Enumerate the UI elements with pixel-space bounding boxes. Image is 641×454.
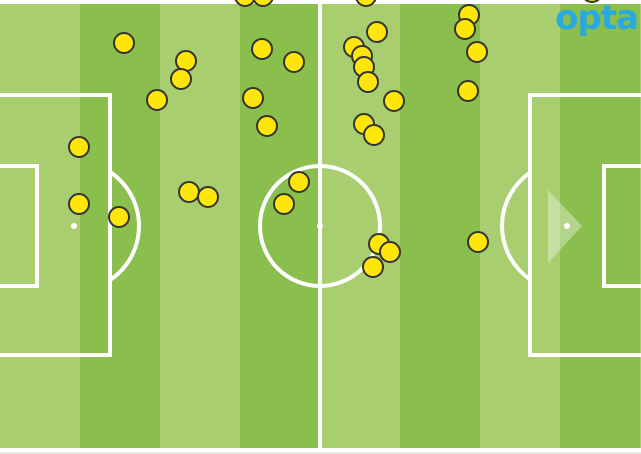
touch-dot[interactable] <box>355 0 377 7</box>
touch-dot[interactable] <box>357 71 379 93</box>
touch-dot[interactable] <box>175 50 197 72</box>
left-penalty-box <box>0 93 112 357</box>
touch-dot[interactable] <box>288 171 310 193</box>
touch-dot[interactable] <box>582 0 602 3</box>
touch-dot[interactable] <box>457 80 479 102</box>
touch-dot[interactable] <box>362 256 384 278</box>
touch-dot[interactable] <box>283 51 305 73</box>
touch-dot[interactable] <box>242 87 264 109</box>
touch-dot[interactable] <box>170 68 192 90</box>
touch-dot[interactable] <box>68 136 90 158</box>
touch-dot[interactable] <box>379 241 401 263</box>
touch-dot[interactable] <box>467 231 489 253</box>
touch-dot[interactable] <box>178 181 200 203</box>
touch-dot[interactable] <box>68 193 90 215</box>
centre-spot <box>317 223 323 229</box>
left-penalty-arc <box>108 170 141 282</box>
touch-dot[interactable] <box>146 89 168 111</box>
touch-dot[interactable] <box>366 21 388 43</box>
touch-dot[interactable] <box>273 193 295 215</box>
right-penalty-box <box>528 93 641 357</box>
touch-dot[interactable] <box>234 0 256 7</box>
left-goal-box <box>0 164 39 288</box>
touch-dot[interactable] <box>108 206 130 228</box>
touch-dot[interactable] <box>251 38 273 60</box>
touch-dot[interactable] <box>466 41 488 63</box>
touch-dot[interactable] <box>197 186 219 208</box>
event-markers-layer <box>68 0 602 278</box>
right-goal-box <box>602 164 641 288</box>
right-penalty-spot <box>564 223 570 229</box>
right-penalty-arc <box>500 170 532 282</box>
touch-dot[interactable] <box>256 115 278 137</box>
centre-circle <box>258 164 382 288</box>
touch-dot[interactable] <box>454 18 476 40</box>
bottom-margin <box>0 452 641 454</box>
touch-dot[interactable] <box>113 32 135 54</box>
touch-dot[interactable] <box>383 90 405 112</box>
touch-dot[interactable] <box>363 124 385 146</box>
touch-dot[interactable] <box>252 0 274 7</box>
left-penalty-spot <box>71 223 77 229</box>
opta-logo: opta <box>555 0 639 38</box>
